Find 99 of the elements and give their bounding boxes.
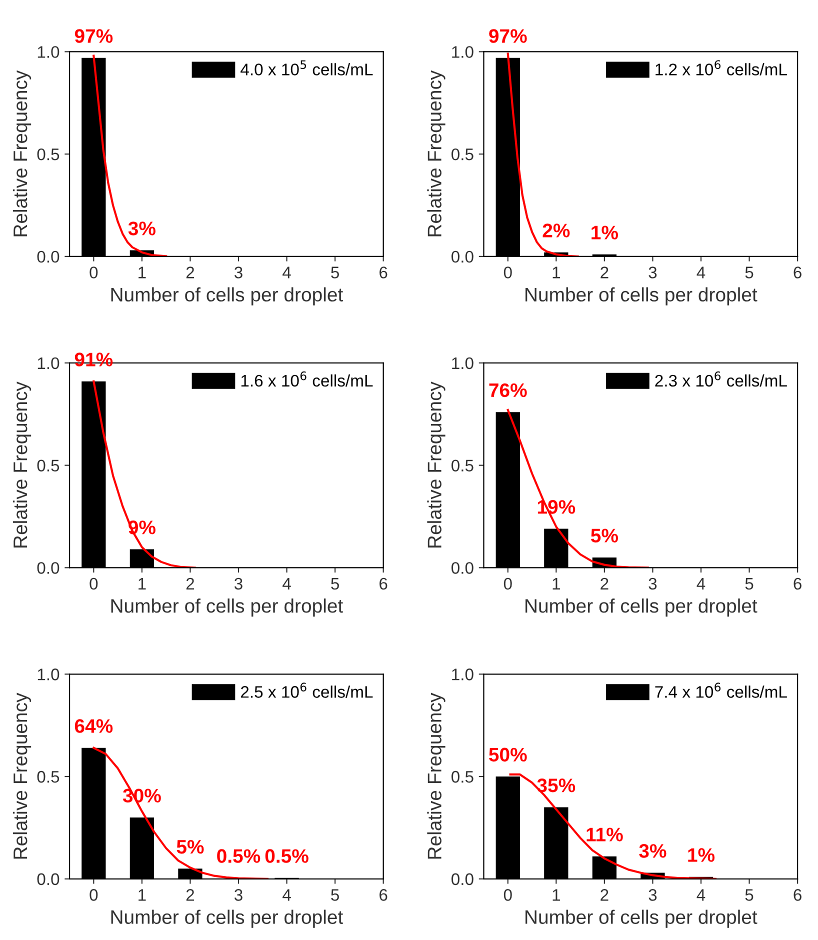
data-label: 35%: [537, 778, 576, 792]
legend-label: 2.3 x 10$^{6}$ cells/mL: [655, 371, 787, 387]
y-tick-label: 0.0: [452, 250, 474, 263]
y-axis-title: Relative Frequency: [427, 70, 446, 236]
x-tick-label: 0: [504, 889, 512, 901]
y-tick-label: 0.5: [37, 770, 60, 783]
y-tick-label: 0.0: [452, 562, 474, 574]
x-tick-label: 0: [504, 266, 512, 278]
legend-label: 2.5 x 10$^{6}$ cells/mL: [241, 682, 373, 698]
x-tick-label: 6: [794, 578, 802, 590]
x-tick-label: 0: [504, 578, 512, 590]
data-label: 1%: [688, 848, 715, 862]
x-tick-label: 2: [186, 889, 194, 901]
data-label: 3%: [639, 844, 666, 858]
x-tick-label: 1: [552, 266, 560, 278]
x-tick-label: 4: [696, 578, 706, 590]
line-series: [506, 408, 649, 568]
x-tick-label: 3: [234, 889, 242, 901]
x-tick-label: 2: [186, 578, 194, 590]
y-axis-title: Relative Frequency: [427, 382, 446, 548]
x-tick-label: 3: [648, 578, 657, 590]
x-tick-label: 5: [745, 889, 754, 901]
x-tick-label: 2: [600, 266, 608, 278]
x-tick-label: 0: [90, 578, 98, 590]
x-tick-label: 5: [331, 266, 339, 278]
line-series: [92, 380, 196, 568]
y-tick-label: 0.5: [452, 770, 474, 783]
x-axis-title: Number of cells per droplet: [526, 910, 758, 928]
y-axis-title: Relative Frequency: [12, 692, 32, 859]
x-tick-label: 6: [794, 889, 802, 901]
x-tick-label: 5: [745, 578, 754, 590]
y-tick-label: 0.0: [37, 250, 60, 263]
line-series: [509, 773, 717, 879]
y-tick-label: 0.5: [452, 148, 474, 160]
x-tick-label: 1: [552, 578, 560, 590]
x-tick-label: 4: [696, 266, 706, 278]
x-axis-title: Number of cells per droplet: [111, 598, 344, 617]
legend-label: 1.2 x 10$^{6}$ cells/mL: [656, 60, 787, 76]
x-tick-label: 4: [282, 578, 291, 590]
data-label: 5%: [590, 528, 618, 542]
data-label: 76%: [489, 383, 527, 398]
line-series: [92, 54, 168, 256]
x-tick-label: 5: [331, 889, 339, 901]
data-label: 64%: [74, 719, 113, 733]
data-label: 97%: [74, 29, 113, 43]
y-axis-title: Relative Frequency: [12, 70, 32, 236]
y-tick-label: 0.5: [37, 148, 60, 160]
data-label: 1%: [592, 226, 618, 240]
y-tick-label: 0.0: [452, 873, 474, 886]
data-label: 0.5%: [217, 849, 260, 863]
x-tick-label: 3: [648, 266, 657, 278]
y-tick-label: 1.0: [38, 668, 60, 680]
x-tick-label: 4: [696, 889, 706, 901]
x-tick-label: 6: [380, 266, 388, 278]
data-label: 97%: [489, 29, 527, 43]
x-tick-label: 3: [648, 889, 657, 901]
data-label: 0.5%: [265, 849, 308, 863]
y-tick-label: 0.5: [37, 460, 60, 472]
data-label: 3%: [128, 222, 156, 236]
x-axis-title: Number of cells per droplet: [526, 598, 758, 617]
y-axis-title: Relative Frequency: [427, 692, 446, 859]
y-tick-label: 1.0: [452, 46, 474, 58]
x-tick-label: 2: [600, 889, 608, 901]
data-label: 11%: [586, 828, 623, 842]
x-tick-label: 1: [138, 889, 146, 901]
y-tick-label: 1.0: [452, 357, 474, 370]
x-tick-label: 6: [380, 578, 388, 590]
x-tick-label: 2: [600, 578, 608, 590]
y-tick-label: 0.5: [452, 460, 474, 472]
x-tick-label: 6: [380, 889, 388, 901]
legend-label: 4.0 x 10$^{5}$ cells/mL: [240, 60, 373, 76]
x-tick-label: 4: [282, 889, 291, 901]
data-label: 50%: [489, 748, 527, 762]
y-tick-label: 0.0: [37, 873, 60, 886]
x-tick-label: 2: [186, 266, 194, 278]
x-tick-label: 5: [745, 266, 754, 278]
x-tick-label: 5: [331, 578, 339, 590]
line-series: [506, 52, 579, 256]
x-tick-label: 6: [794, 266, 802, 278]
y-axis-title: Relative Frequency: [12, 382, 32, 548]
legend-label: 7.4 x 10$^{6}$ cells/mL: [655, 682, 787, 698]
y-tick-label: 1.0: [38, 357, 60, 370]
x-axis-title: Number of cells per droplet: [111, 287, 344, 306]
x-tick-label: 1: [552, 889, 560, 901]
data-label: 5%: [176, 840, 204, 854]
x-tick-label: 4: [282, 266, 291, 278]
data-label: 2%: [542, 224, 570, 238]
x-axis-title: Number of cells per droplet: [526, 287, 758, 306]
x-tick-label: 0: [90, 889, 98, 901]
x-tick-label: 0: [90, 266, 98, 278]
x-tick-label: 3: [234, 266, 242, 278]
x-axis-title: Number of cells per droplet: [111, 910, 344, 928]
x-tick-label: 1: [138, 266, 146, 278]
x-tick-label: 1: [138, 578, 146, 590]
y-tick-label: 1.0: [38, 46, 60, 58]
legend-label: 1.6 x 10$^{6}$ cells/mL: [241, 371, 373, 387]
y-tick-label: 0.0: [37, 562, 60, 574]
x-tick-label: 3: [234, 578, 242, 590]
y-tick-label: 1.0: [452, 668, 474, 680]
